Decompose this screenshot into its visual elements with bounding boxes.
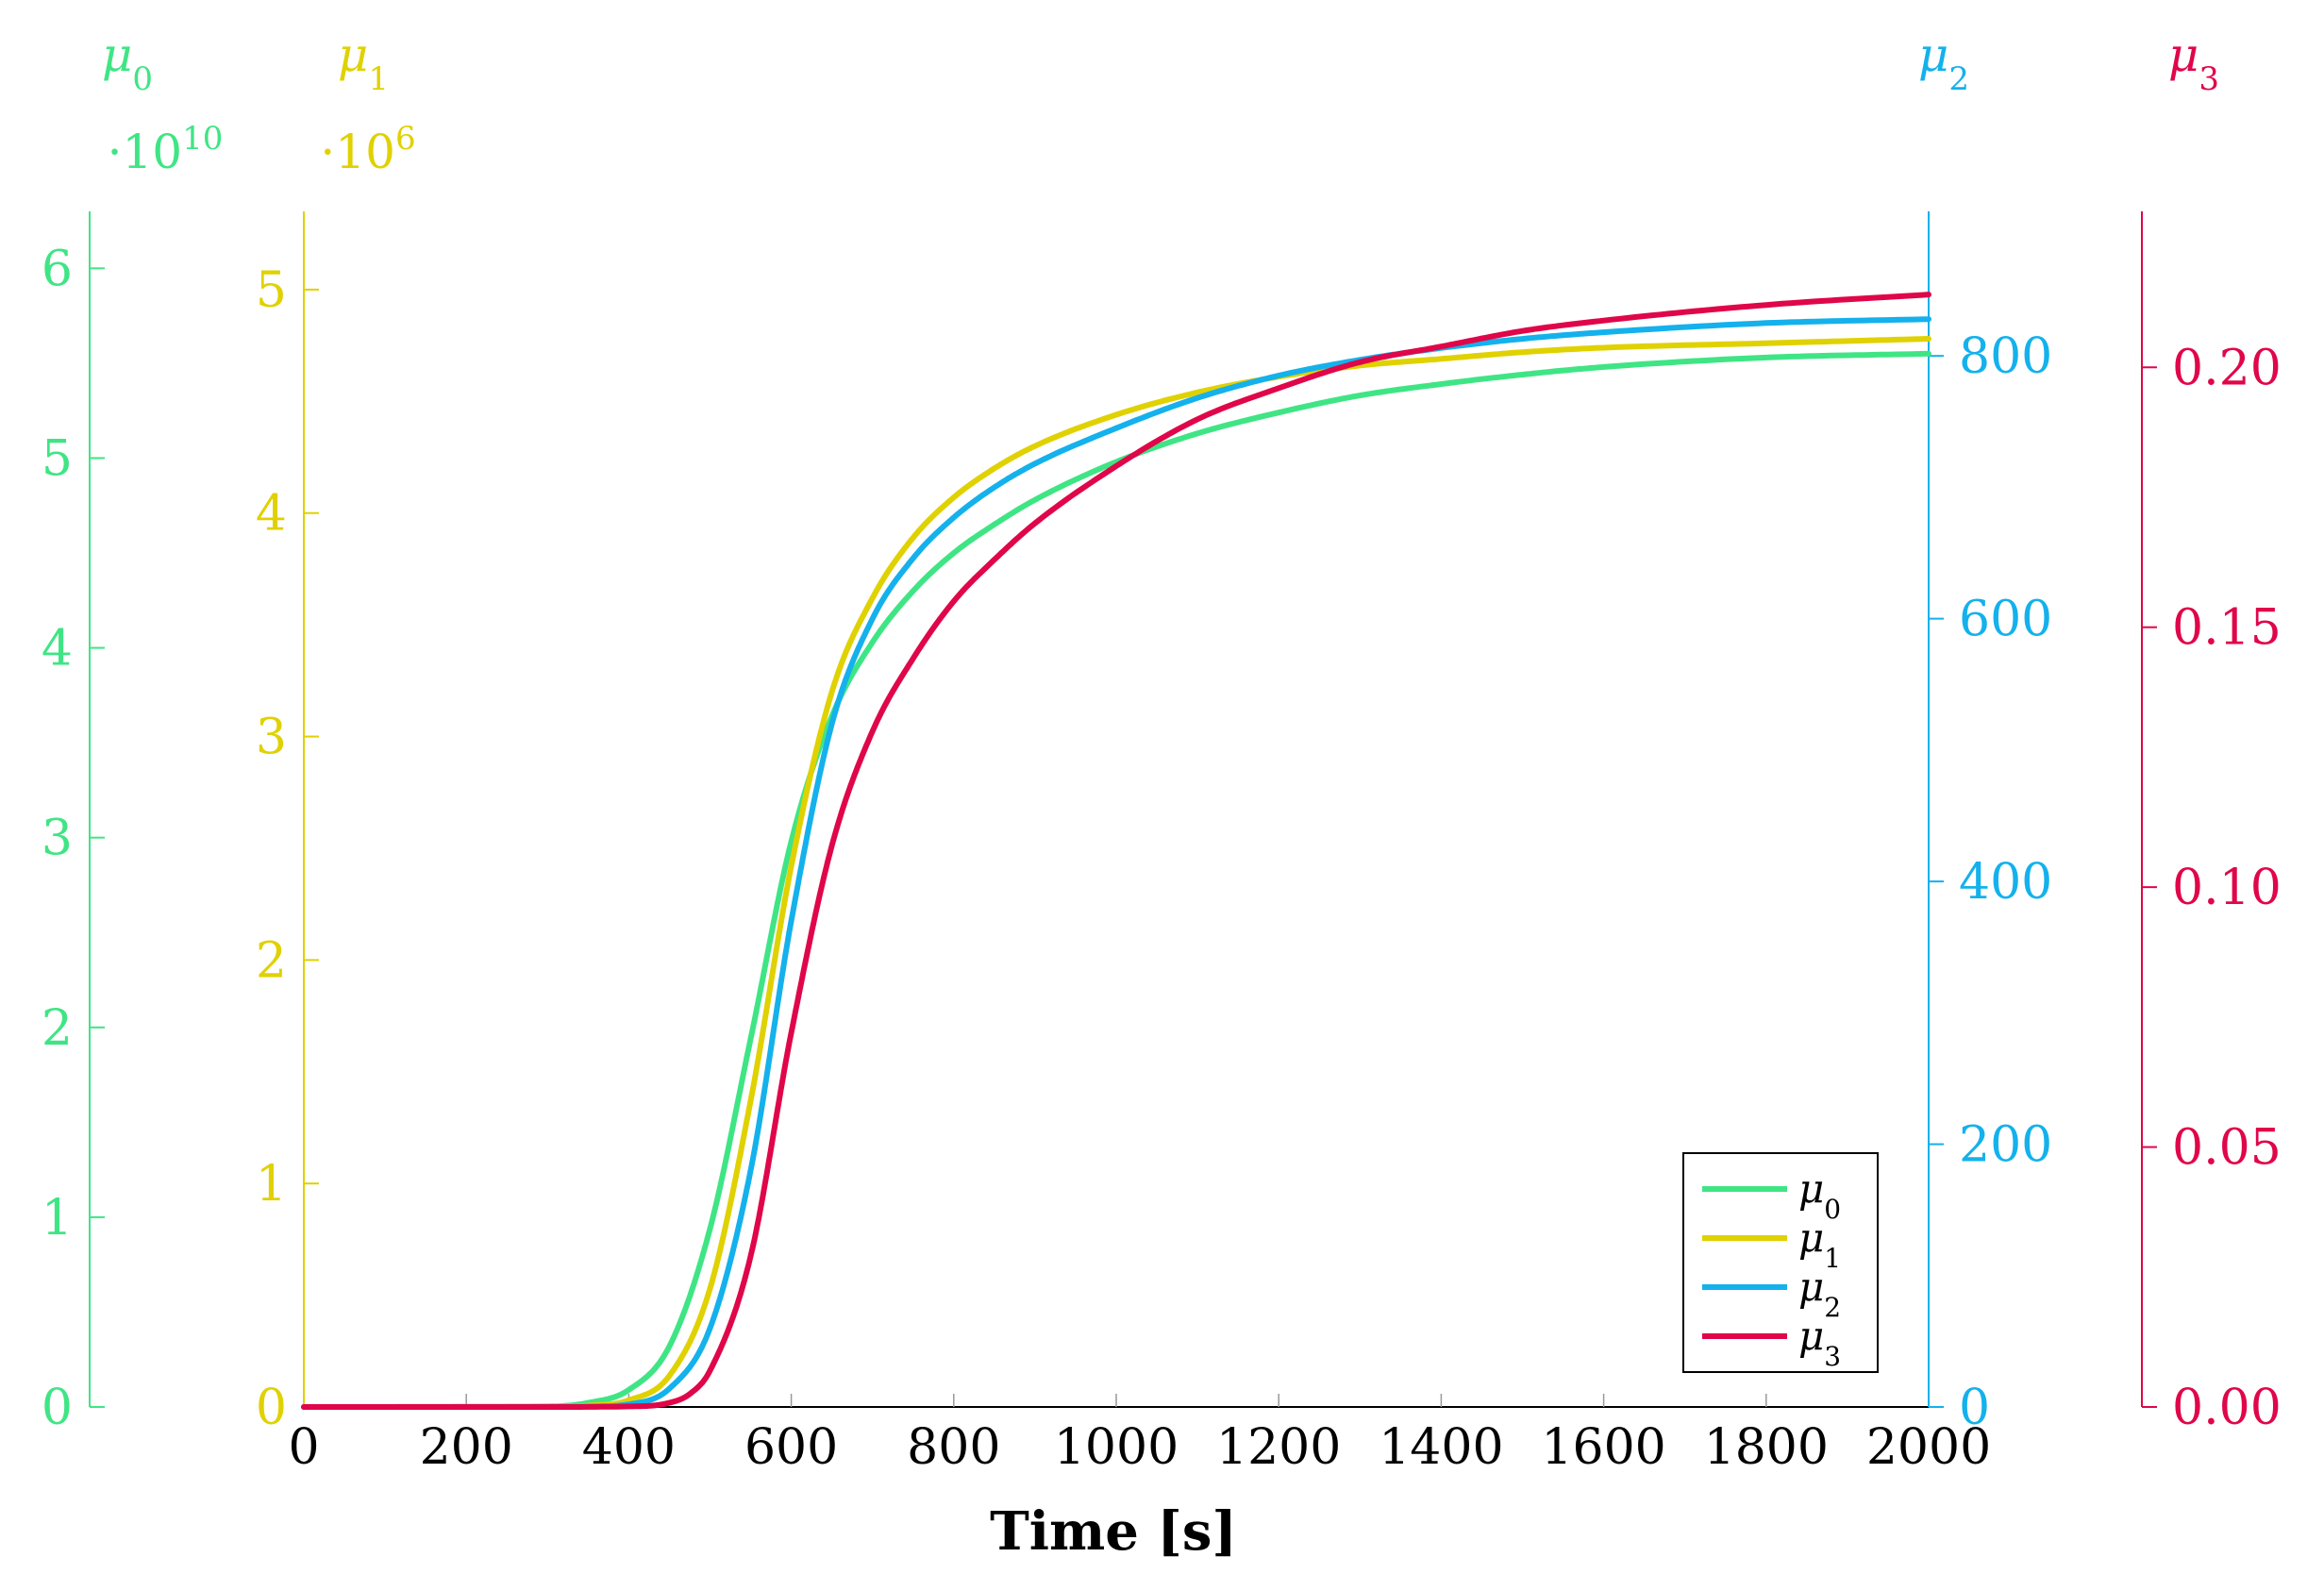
mu1-tick-label: 4 — [256, 486, 287, 543]
mu2-axis-title: μ2 — [1918, 27, 1969, 98]
x-tick-label: 800 — [907, 1419, 1000, 1476]
legend-label: μ2 — [1798, 1264, 1841, 1323]
series-line-mu1 — [301, 336, 1931, 1410]
mu1-tick-label: 0 — [256, 1380, 287, 1436]
x-tick-label: 2000 — [1866, 1419, 1991, 1476]
mu0-tick-label: 0 — [42, 1380, 73, 1436]
mu2-tick-label: 400 — [1959, 854, 2052, 911]
mu0-tick-label: 5 — [42, 430, 73, 487]
x-tick-label: 0 — [288, 1419, 319, 1476]
mu0-exponent-label: ·1010 — [108, 120, 224, 179]
x-tick-label: 600 — [744, 1419, 838, 1476]
mu3-tick-label: 0.05 — [2172, 1120, 2282, 1177]
mu0-tick-label: 1 — [42, 1190, 73, 1247]
x-tick-label: 1800 — [1704, 1419, 1829, 1476]
x-tick-label: 1400 — [1379, 1419, 1503, 1476]
mu3-tick-label: 0.15 — [2172, 600, 2282, 657]
mu1-exponent-label: ·106 — [320, 120, 415, 179]
legend-label: μ1 — [1798, 1214, 1841, 1274]
x-tick-label: 1000 — [1054, 1419, 1179, 1476]
legend-box — [1682, 1152, 1879, 1373]
mu0-axis-title: μ0 — [102, 27, 153, 98]
mu2-tick-label: 0 — [1959, 1380, 1990, 1436]
mu1-tick-label: 3 — [256, 710, 287, 766]
mu0-tick-label: 6 — [42, 241, 73, 297]
mu1-tick-label: 1 — [256, 1156, 287, 1213]
mu0-tick-label: 4 — [42, 621, 73, 678]
mu3-axis-title: μ3 — [2168, 27, 2219, 98]
mu1-axis-title: μ1 — [338, 27, 389, 98]
x-tick-label: 200 — [420, 1419, 513, 1476]
x-axis-title: Time [s] — [990, 1500, 1237, 1563]
mu2-tick-label: 200 — [1959, 1117, 2052, 1174]
mu1-tick-label: 5 — [256, 262, 287, 319]
mu0-tick-label: 3 — [42, 811, 73, 867]
x-tick-label: 1200 — [1216, 1419, 1341, 1476]
mu2-tick-label: 600 — [1959, 592, 2052, 648]
series-line-mu3 — [301, 292, 1931, 1410]
legend-label: μ3 — [1798, 1313, 1841, 1372]
series-line-mu2 — [301, 316, 1931, 1410]
axes-layer: 0 200 400 600 800 1000 1200 1400 1600 1800 2000012… — [42, 27, 2282, 1476]
x-tick-label: 1600 — [1541, 1419, 1665, 1476]
mu3-tick-label: 0.10 — [2172, 860, 2282, 916]
mu0-tick-label: 2 — [42, 1000, 73, 1057]
mu3-tick-label: 0.00 — [2172, 1380, 2282, 1436]
series-line-mu0 — [301, 350, 1931, 1410]
legend-label: μ0 — [1798, 1165, 1841, 1225]
mu2-tick-label: 800 — [1959, 328, 2052, 385]
mu1-tick-label: 2 — [256, 932, 287, 989]
series-layer — [301, 292, 1931, 1410]
x-tick-label: 400 — [582, 1419, 676, 1476]
mu3-tick-label: 0.20 — [2172, 340, 2282, 396]
